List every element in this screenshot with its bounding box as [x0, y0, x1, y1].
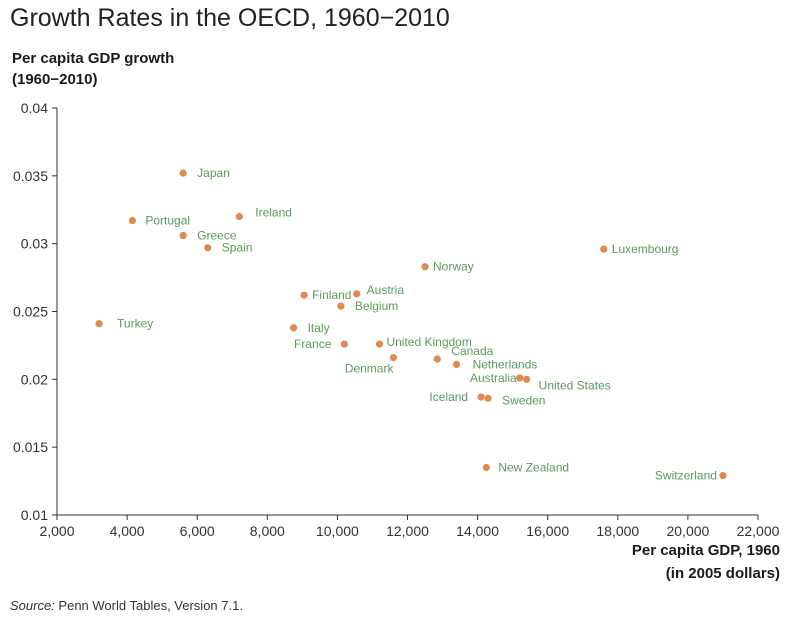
data-point-turkey: [95, 320, 103, 328]
y-axis-label: Per capita GDP growth: [12, 50, 175, 67]
data-point-iceland: [477, 393, 485, 401]
data-point-norway: [421, 263, 429, 271]
data-point-netherlands: [452, 360, 461, 369]
x-axis-label: Per capita GDP, 1960: [631, 542, 780, 559]
x-tick-label: 18,000: [596, 523, 639, 539]
point-label-austria: Austria: [367, 283, 405, 297]
data-point-sweden: [484, 394, 492, 402]
data-point-ireland: [235, 212, 243, 221]
point-label-united-kingdom: United Kingdom: [386, 335, 471, 349]
data-point-spain: [204, 244, 212, 252]
x-tick-label: 20,000: [666, 523, 709, 539]
point-label-france: France: [294, 337, 332, 351]
data-point-portugal: [128, 217, 136, 225]
y-tick-label: 0.015: [13, 439, 48, 455]
data-point-japan: [179, 169, 187, 177]
point-label-australia: Australia: [470, 371, 517, 385]
data-point-canada: [433, 355, 441, 363]
point-label-spain: Spain: [222, 241, 253, 255]
point-label-greece: Greece: [197, 229, 237, 243]
data-point-luxembourg: [600, 245, 608, 253]
data-point-new-zealand: [482, 463, 490, 472]
source-text: Penn World Tables, Version 7.1.: [54, 598, 243, 613]
x-tick-label: 12,000: [386, 523, 429, 539]
point-label-finland: Finland: [312, 288, 351, 302]
point-label-denmark: Denmark: [345, 362, 395, 376]
point-label-turkey: Turkey: [117, 317, 153, 331]
y-tick-label: 0.01: [21, 507, 48, 523]
data-point-italy: [289, 324, 298, 332]
point-label-canada: Canada: [451, 344, 493, 358]
point-label-ireland: Ireland: [255, 206, 292, 220]
x-tick-label: 16,000: [526, 523, 569, 539]
y-tick-label: 0.03: [21, 236, 48, 252]
data-point-belgium: [337, 302, 345, 310]
source-note: Source: Penn World Tables, Version 7.1.: [10, 598, 243, 613]
y-axis-label-period: (1960−2010): [12, 71, 98, 88]
x-axis-label-units: (in 2005 dollars): [665, 565, 780, 582]
x-tick-label: 6,000: [180, 523, 215, 539]
x-tick-label: 8,000: [250, 523, 285, 539]
point-label-sweden: Sweden: [502, 393, 545, 407]
source-label: Source:: [10, 598, 55, 613]
x-tick-label: 14,000: [456, 523, 499, 539]
data-point-australia: [516, 374, 524, 382]
y-tick-label: 0.035: [13, 168, 48, 184]
data-point-united-kingdom: [375, 340, 384, 348]
point-label-portugal: Portugal: [145, 214, 190, 228]
y-tick-label: 0.02: [21, 371, 48, 387]
point-label-new-zealand: New Zealand: [498, 461, 569, 475]
point-label-belgium: Belgium: [355, 299, 398, 313]
point-label-japan: Japan: [197, 166, 230, 180]
x-tick-label: 22,000: [737, 523, 780, 539]
data-point-finland: [300, 291, 308, 299]
axes: 2,000 4,000 6,000 8,000 10,000 12,000 14,000 16…: [13, 100, 780, 539]
data-point-france: [340, 340, 349, 348]
data-point-greece: [179, 231, 187, 240]
x-tick-label: 10,000: [316, 523, 359, 539]
chart-title: Growth Rates in the OECD, 1960−2010: [10, 4, 450, 32]
point-label-switzerland: Switzerland: [655, 469, 717, 483]
point-label-iceland: Iceland: [429, 390, 468, 404]
y-tick-label: 0.04: [21, 100, 48, 116]
point-label-united-states: United States: [539, 378, 611, 392]
point-label-netherlands: Netherlands: [473, 357, 538, 371]
data-point-switzerland: [719, 472, 727, 480]
data-point-austria: [353, 290, 361, 298]
x-tick-label: 2,000: [39, 523, 74, 539]
x-tick-label: 4,000: [110, 523, 145, 539]
point-label-luxembourg: Luxembourg: [612, 242, 679, 256]
point-label-norway: Norway: [433, 260, 474, 274]
y-tick-label: 0.025: [13, 304, 48, 320]
point-label-italy: Italy: [308, 321, 330, 335]
data-point-denmark: [389, 354, 398, 362]
data-point-united-states: [523, 375, 531, 383]
